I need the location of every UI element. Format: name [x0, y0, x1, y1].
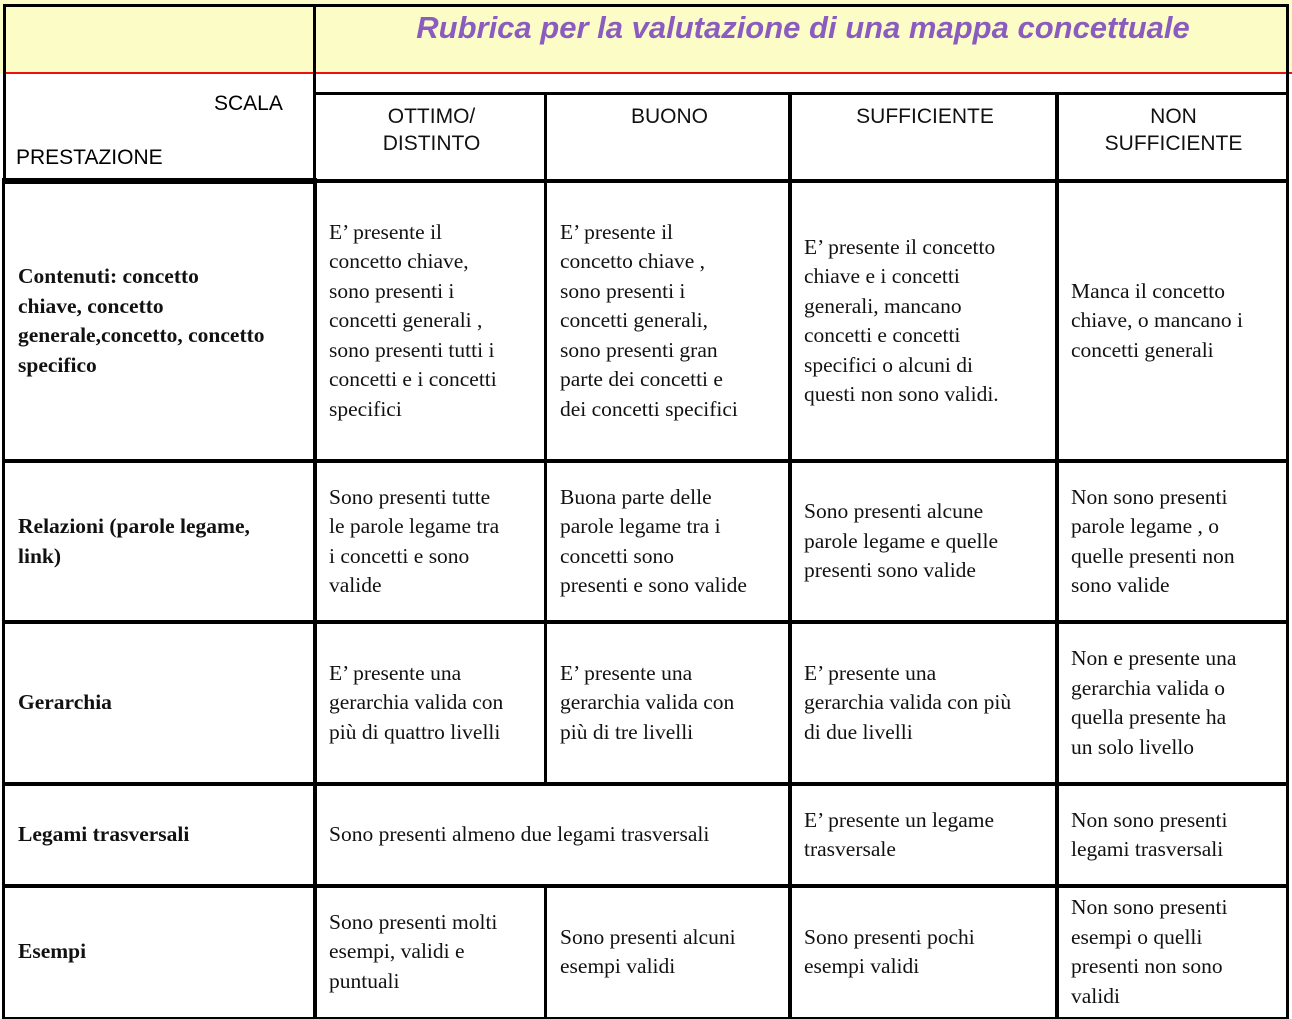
cell-esempi-sufficiente: Sono presenti pochi esempi validi: [788, 884, 1059, 1019]
cell-contenuti-sufficiente: E’ presente il concetto chiave e i conce…: [788, 179, 1059, 463]
cell-gerarchia-ottimo: E’ presente una gerarchia valida con più…: [313, 620, 547, 786]
header-buono: BUONO: [544, 92, 792, 183]
frame-left: [3, 4, 6, 184]
cell-contenuti-non-sufficiente: Manca il concetto chiave, o mancano i co…: [1055, 179, 1289, 463]
cell-contenuti-buono: E’ presente il concetto chiave , sono pr…: [544, 179, 792, 463]
row-label-contenuti: Contenuti: concetto chiave, concetto gen…: [2, 179, 317, 463]
cell-gerarchia-non-sufficiente: Non e presente una gerarchia valida o qu…: [1055, 620, 1289, 786]
cell-gerarchia-sufficiente: E’ presente una gerarchia valida con più…: [788, 620, 1059, 786]
row-label-esempi: Esempi: [2, 884, 317, 1019]
header-sufficiente: SUFFICIENTE: [788, 92, 1059, 183]
cell-legami-non-sufficiente: Non sono presenti legami trasversali: [1055, 782, 1289, 888]
cell-legami-sufficiente: E’ presente un legame trasversale: [788, 782, 1059, 888]
cell-contenuti-ottimo: E’ presente il concetto chiave, sono pre…: [313, 179, 547, 463]
row-label-relazioni: Relazioni (parole legame, link): [2, 459, 317, 624]
cell-relazioni-non-sufficiente: Non sono presenti parole legame , o quel…: [1055, 459, 1289, 624]
page-title: Rubrica per la valutazione di una mappa …: [416, 10, 1190, 45]
cell-esempi-non-sufficiente: Non sono presenti esempi o quelli presen…: [1055, 884, 1289, 1019]
scala-label: SCALA: [214, 92, 283, 115]
cell-relazioni-ottimo: Sono presenti tutte le parole legame tra…: [313, 459, 547, 624]
cell-relazioni-buono: Buona parte delle parole legame tra i co…: [544, 459, 792, 624]
header-non-sufficiente: NON SUFFICIENTE: [1055, 92, 1289, 183]
cell-gerarchia-buono: E’ presente una gerarchia valida con più…: [544, 620, 792, 786]
cell-esempi-ottimo: Sono presenti molti esempi, validi e pun…: [313, 884, 547, 1019]
cell-legami-ottimo-buono: Sono presenti almeno due legami trasvers…: [313, 782, 792, 888]
row-label-legami: Legami trasversali: [2, 782, 317, 888]
header-ottimo: OTTIMO/ DISTINTO: [313, 92, 547, 183]
row-label-gerarchia: Gerarchia: [2, 620, 317, 786]
frame-top: [3, 4, 1289, 7]
prestazione-label: PRESTAZIONE: [16, 146, 163, 169]
cell-relazioni-sufficiente: Sono presenti alcune parole legame e que…: [788, 459, 1059, 624]
cell-esempi-buono: Sono presenti alcuni esempi validi: [544, 884, 792, 1019]
title-rule: [3, 72, 1292, 74]
title-band: [0, 0, 1292, 73]
